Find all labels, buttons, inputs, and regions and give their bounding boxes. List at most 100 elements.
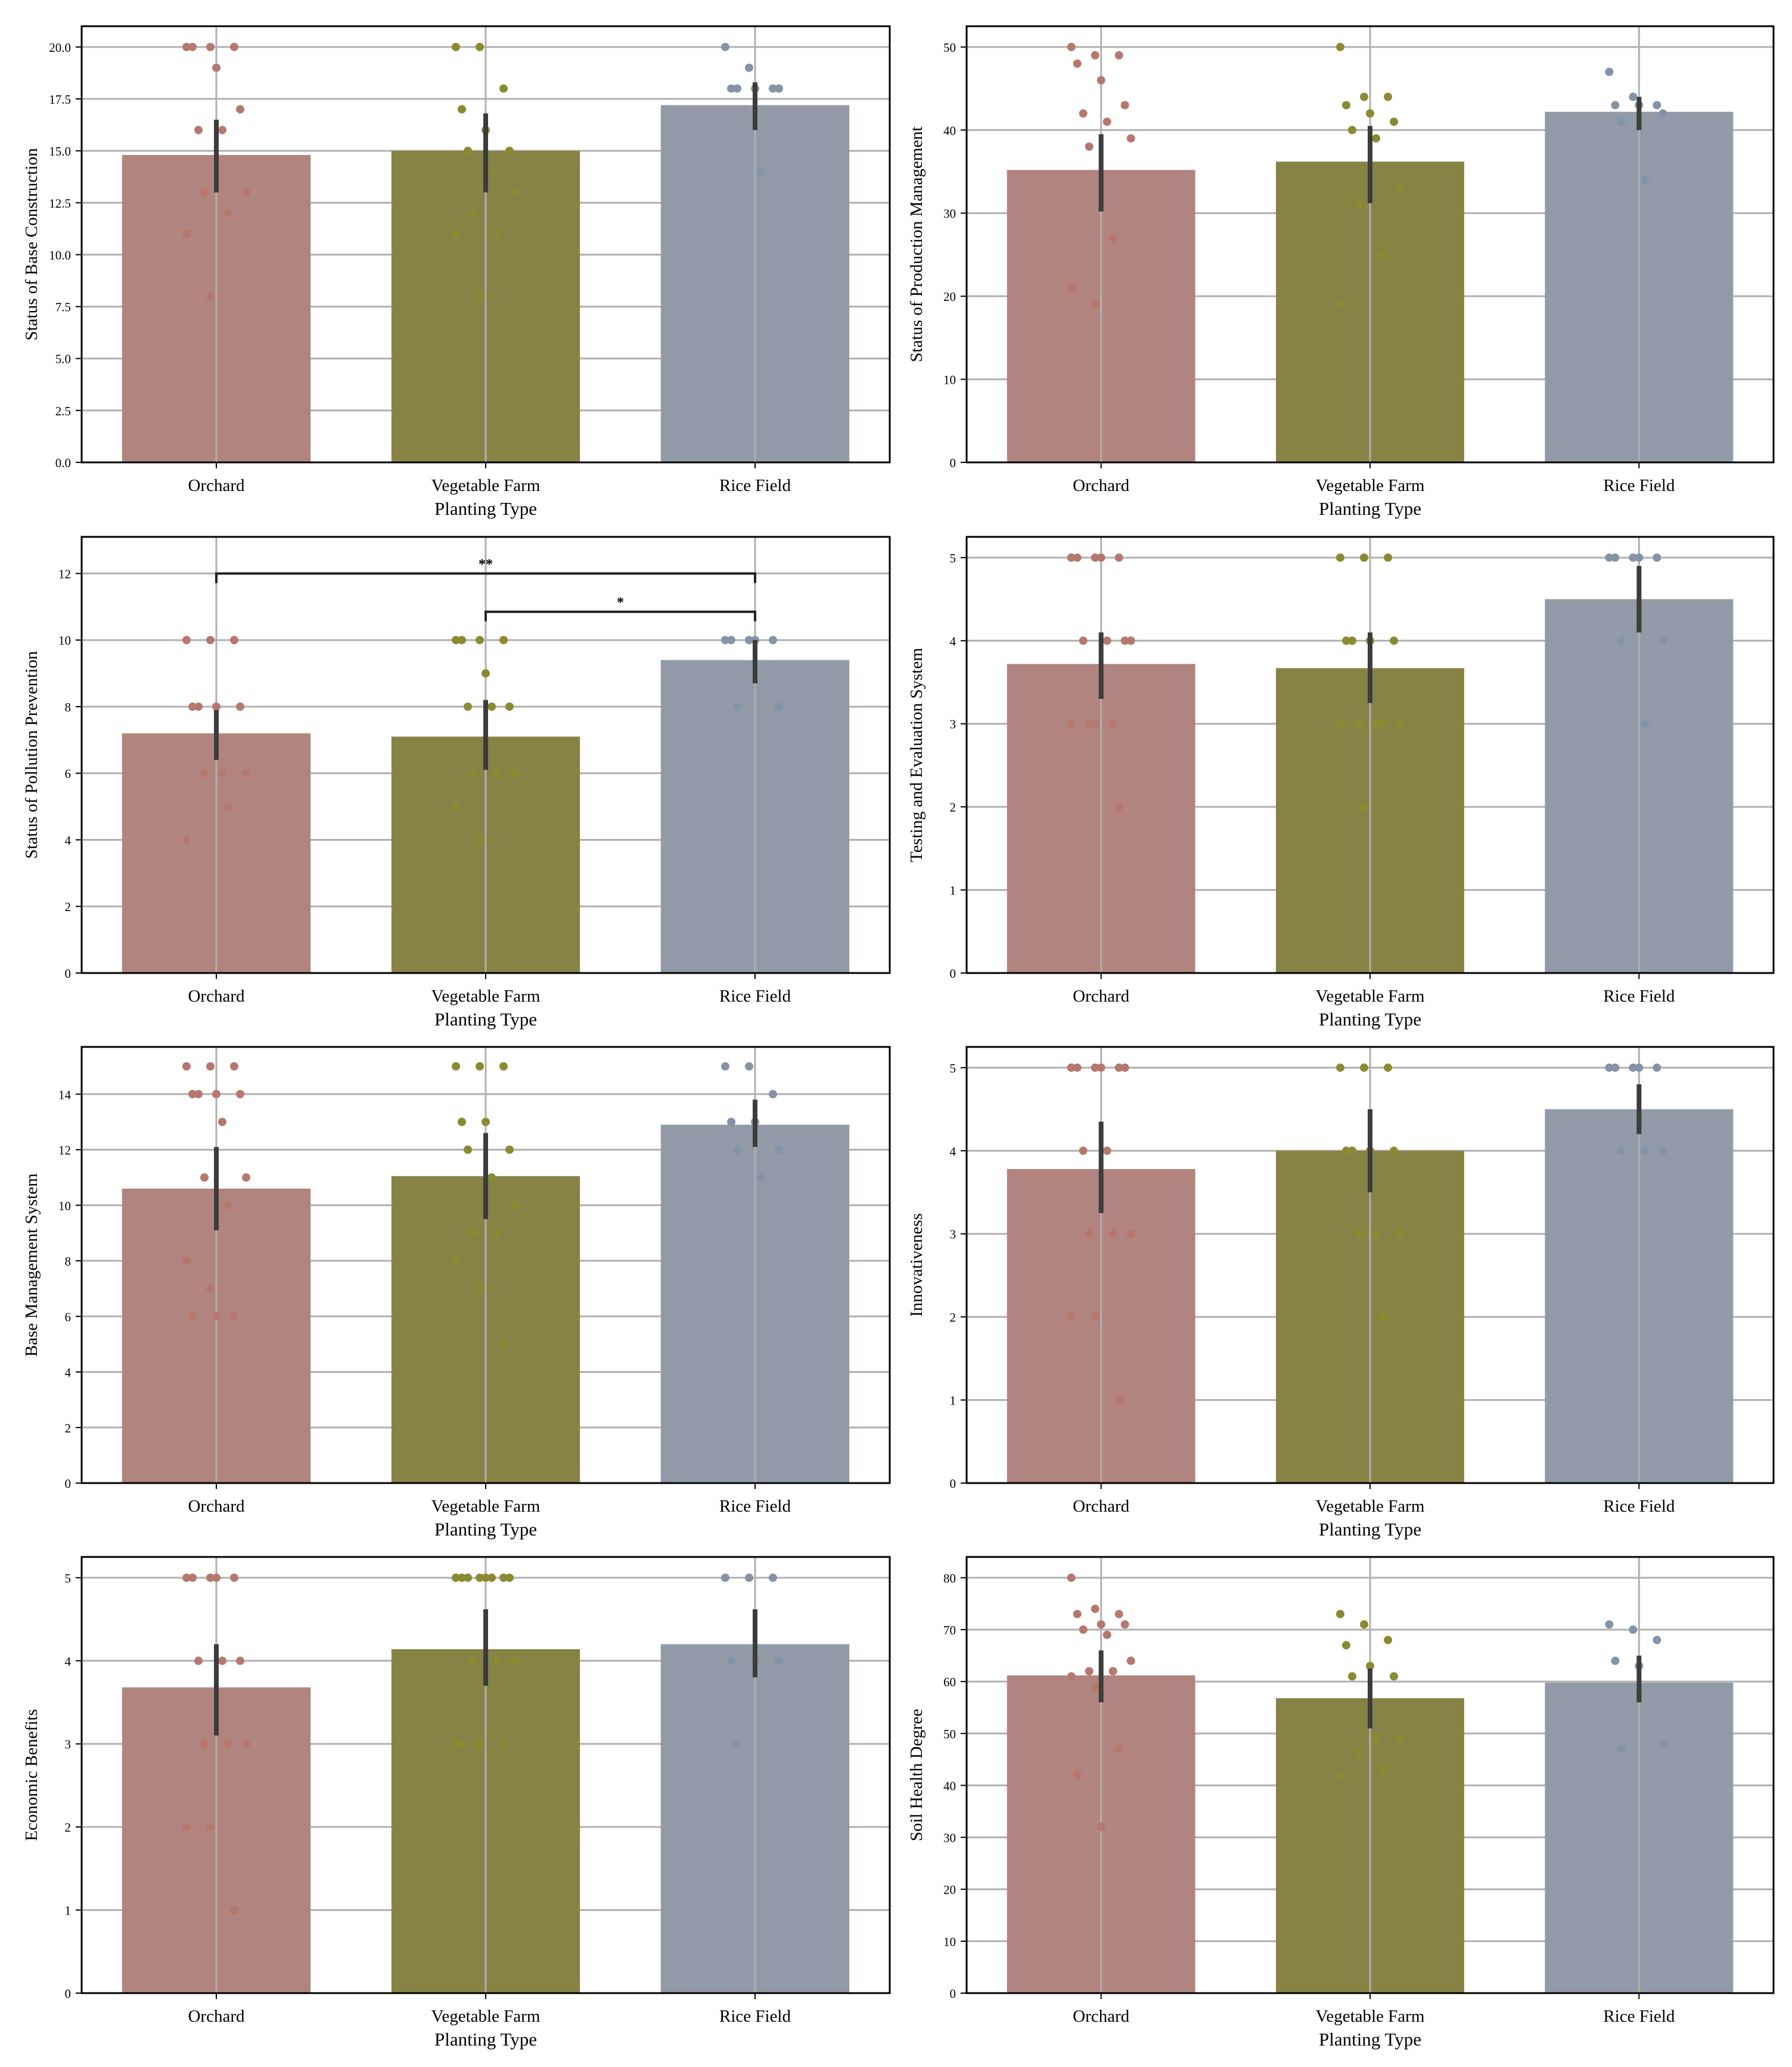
data-point — [1114, 1395, 1123, 1404]
y-tick-label: 0 — [950, 1477, 956, 1491]
data-point — [212, 1312, 220, 1321]
data-point — [230, 1573, 238, 1582]
data-point — [224, 209, 232, 217]
data-point — [476, 1739, 484, 1748]
y-tick-label: 5 — [950, 551, 956, 565]
data-point — [1067, 284, 1076, 293]
data-point — [452, 1257, 460, 1266]
chart-panel-7: 0 1 2 3 4 5 Orchard Vegetable Farm Rice Field Pla… — [22, 1556, 891, 2050]
x-tick-label: Rice Field — [719, 2007, 791, 2026]
data-point — [1366, 109, 1374, 118]
x-tick-label: Orchard — [188, 987, 245, 1006]
y-tick-label: 2 — [65, 1820, 72, 1835]
data-point — [452, 1739, 460, 1748]
data-point — [200, 769, 209, 778]
y-tick-label: 1 — [950, 1394, 956, 1408]
data-point — [511, 769, 520, 778]
data-point — [1378, 250, 1386, 259]
data-point — [1611, 1656, 1620, 1665]
data-point — [236, 702, 244, 711]
data-point — [1629, 1625, 1638, 1634]
data-point — [721, 1062, 729, 1071]
data-point — [182, 636, 191, 645]
data-point — [769, 1573, 777, 1582]
x-tick-label: Orchard — [1073, 2007, 1130, 2026]
y-tick-label: 5 — [950, 1061, 956, 1076]
data-point — [1108, 1229, 1117, 1238]
data-point — [1102, 117, 1111, 126]
x-tick-label: Orchard — [1073, 476, 1130, 495]
data-point — [1653, 1063, 1661, 1072]
data-point — [452, 1062, 460, 1071]
data-point — [1629, 553, 1638, 562]
x-axis-label: Planting Type — [434, 498, 537, 519]
data-point — [1653, 553, 1661, 562]
data-point — [464, 147, 472, 156]
y-tick-label: 4 — [950, 634, 956, 648]
data-point — [182, 1573, 191, 1582]
data-point — [493, 1229, 502, 1238]
y-tick-label: 10 — [943, 373, 956, 387]
data-point — [1114, 1745, 1123, 1754]
data-point — [1067, 553, 1076, 562]
data-point — [1396, 1229, 1404, 1238]
data-point — [482, 1573, 490, 1582]
data-point — [769, 1090, 777, 1099]
chart-panel-6: 0 1 2 3 4 5 Orchard Vegetable Farm Rice Field Pla… — [907, 1046, 1775, 1540]
data-point — [1336, 300, 1344, 309]
data-point — [727, 1656, 735, 1665]
data-point — [1360, 803, 1368, 812]
data-point — [1091, 719, 1100, 728]
data-point — [230, 1906, 238, 1914]
data-point — [1617, 636, 1626, 645]
data-point — [1384, 1063, 1392, 1072]
data-point — [757, 1173, 765, 1182]
data-point — [218, 126, 226, 135]
data-point — [1108, 234, 1117, 243]
significance-label: * — [617, 595, 624, 611]
data-point — [452, 802, 460, 811]
data-point — [727, 1117, 735, 1126]
y-tick-label: 6 — [65, 1310, 72, 1324]
data-point — [1126, 1229, 1135, 1238]
y-tick-label: 0 — [950, 456, 956, 470]
data-point — [721, 1573, 729, 1582]
data-point — [476, 835, 484, 844]
data-point — [182, 229, 191, 238]
data-point — [476, 1062, 484, 1071]
data-point — [1641, 1146, 1650, 1155]
data-point — [458, 636, 466, 645]
data-point — [1354, 719, 1362, 728]
data-point — [242, 188, 250, 197]
data-point — [1102, 1146, 1111, 1155]
data-point — [1073, 553, 1082, 562]
y-tick-label: 8 — [65, 700, 72, 714]
y-tick-label: 1 — [65, 1904, 72, 1918]
y-tick-label: 14 — [58, 1087, 72, 1102]
data-point — [1372, 134, 1380, 143]
x-tick-label: Vegetable Farm — [431, 476, 541, 495]
y-tick-label: 10.0 — [49, 248, 71, 262]
x-tick-label: Rice Field — [1603, 987, 1675, 1006]
data-point — [482, 669, 490, 678]
data-point — [1390, 117, 1398, 126]
data-point — [511, 188, 520, 197]
data-point — [1617, 117, 1626, 126]
y-tick-label: 2 — [950, 800, 956, 815]
data-point — [505, 702, 514, 711]
y-tick-label: 40 — [943, 123, 956, 138]
y-tick-label: 0.0 — [55, 456, 71, 470]
data-point — [236, 105, 244, 114]
data-point — [511, 1656, 520, 1665]
y-tick-label: 0 — [65, 1987, 72, 2001]
data-point — [464, 1573, 472, 1582]
data-point — [224, 1201, 232, 1210]
data-point — [206, 292, 215, 301]
data-point — [1079, 109, 1088, 118]
data-point — [1336, 42, 1344, 51]
data-point — [1641, 175, 1650, 184]
y-axis-label: Status of Base Construction — [22, 148, 41, 341]
data-point — [182, 835, 191, 844]
data-point — [1079, 1625, 1088, 1634]
chart-panel-2: 0 10 20 30 40 50 Orchard Vegetable Farm Rice Fie… — [907, 25, 1775, 519]
